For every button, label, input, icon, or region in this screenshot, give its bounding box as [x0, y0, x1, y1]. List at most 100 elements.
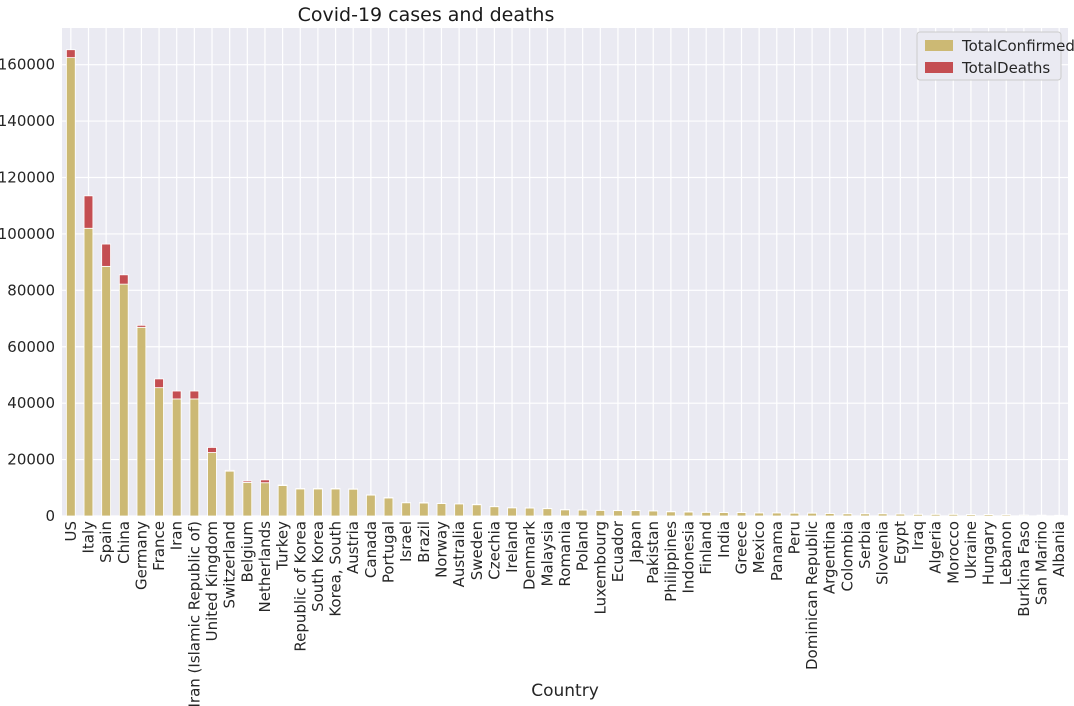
x-tick-label: Hungary: [980, 521, 998, 585]
x-tick-label: Czechia: [485, 521, 503, 580]
x-tick-label: Brazil: [415, 521, 433, 563]
x-tick-label: Mexico: [750, 521, 768, 573]
x-tick-label: Switzerland: [221, 521, 239, 609]
x-tick-label: South Korea: [309, 521, 327, 612]
bar-totalconfirmed: [189, 398, 200, 517]
bars: [66, 49, 1064, 517]
bar-totaldeaths: [207, 447, 217, 453]
bar-totalconfirmed: [683, 511, 694, 517]
legend: TotalConfirmed TotalDeaths: [916, 31, 1074, 81]
x-tick-label: Peru: [785, 521, 803, 554]
bar-totalconfirmed: [648, 510, 659, 517]
x-tick-label: Colombia: [838, 521, 856, 592]
x-tick-label: United Kingdom: [203, 521, 221, 641]
bar-totalconfirmed: [666, 511, 676, 517]
x-tick-label: Morocco: [944, 521, 962, 584]
bar-totalconfirmed: [454, 503, 464, 517]
bar-totalconfirmed: [313, 488, 323, 517]
x-tick-label: Indonesia: [680, 521, 698, 594]
bar-totalconfirmed: [542, 508, 553, 517]
bar-totaldeaths: [154, 378, 164, 389]
x-tick-label: Finland: [697, 521, 715, 575]
x-tick-label: Spain: [97, 521, 115, 563]
y-tick-label: 160000: [0, 56, 55, 74]
x-tick-label: Serbia: [856, 521, 874, 569]
bar-totalconfirmed: [418, 502, 429, 517]
legend-swatch-totaldeaths: [925, 62, 953, 73]
bar-totaldeaths: [224, 469, 235, 472]
x-tick-label: Ukraine: [962, 521, 980, 579]
y-tick-label: 100000: [0, 225, 55, 243]
bar-totalconfirmed: [507, 507, 517, 517]
x-tick-label: Israel: [397, 521, 415, 562]
bar-totalconfirmed: [366, 494, 376, 517]
bar-totalconfirmed: [736, 512, 747, 517]
x-tick-label: Netherlands: [256, 521, 274, 613]
y-tick-label: 60000: [7, 338, 55, 356]
bar-totalconfirmed: [171, 398, 182, 517]
y-tick-label: 140000: [0, 112, 55, 130]
x-tick-label: Belgium: [238, 521, 256, 583]
bar-totalconfirmed: [524, 507, 535, 517]
x-tick-label: Slovenia: [874, 521, 892, 585]
bar-totaldeaths: [260, 479, 270, 484]
y-tick-label: 20000: [7, 451, 55, 469]
bar-totalconfirmed: [295, 488, 306, 517]
x-tick-label: Lebanon: [997, 521, 1015, 585]
bar-totalconfirmed: [436, 503, 447, 517]
y-tick-label: 80000: [7, 281, 55, 299]
x-tick-label: Germany: [132, 521, 150, 590]
bar-totalconfirmed: [471, 504, 482, 517]
x-tick-label: Iran (Islamic Republic of): [185, 521, 203, 706]
x-tick-label: Luxembourg: [591, 521, 609, 615]
x-tick-label: Denmark: [521, 521, 539, 590]
x-tick-label: Dominican Republic: [803, 521, 821, 670]
bar-totalconfirmed: [630, 510, 641, 517]
bar-totaldeaths: [242, 480, 253, 483]
x-tick-labels: US Italy Spain China Germany France Iran Iran (…: [62, 520, 1068, 706]
bar-totalconfirmed: [154, 387, 164, 517]
bar-totaldeaths: [189, 390, 200, 400]
bar-totalconfirmed: [807, 512, 817, 517]
bar-totalconfirmed: [701, 511, 712, 517]
bar-totalconfirmed: [207, 452, 217, 517]
y-tick-labels: 0 20000 40000 60000 80000 100000 120000 140000 1…: [0, 56, 55, 525]
legend-label-totaldeaths: TotalDeaths: [961, 59, 1050, 77]
legend-label-totalconfirmed: TotalConfirmed: [961, 37, 1074, 55]
x-tick-label: Panama: [768, 521, 786, 581]
bar-totaldeaths: [101, 243, 111, 267]
bar-totalconfirmed: [136, 326, 147, 517]
x-tick-label: Iraq: [909, 521, 927, 550]
y-tick-label: 120000: [0, 169, 55, 187]
x-tick-label: Iran: [168, 521, 186, 550]
chart-title: Covid-19 cases and deaths: [298, 4, 555, 26]
bar-totalconfirmed: [260, 482, 270, 517]
x-tick-label: Poland: [574, 521, 592, 571]
x-tick-label: Algeria: [927, 521, 945, 574]
bar-totalconfirmed: [330, 488, 341, 517]
bar-totaldeaths: [83, 195, 94, 229]
x-tick-label: Japan: [627, 521, 645, 564]
x-tick-label: Philippines: [662, 521, 680, 602]
bar-totalconfirmed: [489, 506, 500, 517]
bar-totalconfirmed: [560, 509, 570, 517]
x-tick-label: Burkina Faso: [1015, 521, 1033, 617]
bar-totalconfirmed: [118, 283, 129, 517]
x-tick-label: India: [715, 521, 733, 558]
bar-totaldeaths: [118, 274, 129, 285]
x-tick-label: Romania: [556, 521, 574, 587]
y-tick-label: 40000: [7, 394, 55, 412]
x-tick-label: Sweden: [468, 521, 486, 580]
bar-totalconfirmed: [101, 265, 111, 517]
bar-totaldeaths: [171, 390, 182, 400]
x-tick-label: Turkey: [274, 521, 292, 571]
bar-totaldeaths: [66, 49, 76, 59]
x-tick-label: Italy: [79, 521, 97, 554]
x-tick-label: Austria: [344, 521, 362, 574]
x-tick-label: Ireland: [503, 521, 521, 573]
x-tick-label: Australia: [450, 521, 468, 587]
x-tick-label: Norway: [432, 521, 450, 578]
bar-totalconfirmed: [613, 510, 623, 517]
